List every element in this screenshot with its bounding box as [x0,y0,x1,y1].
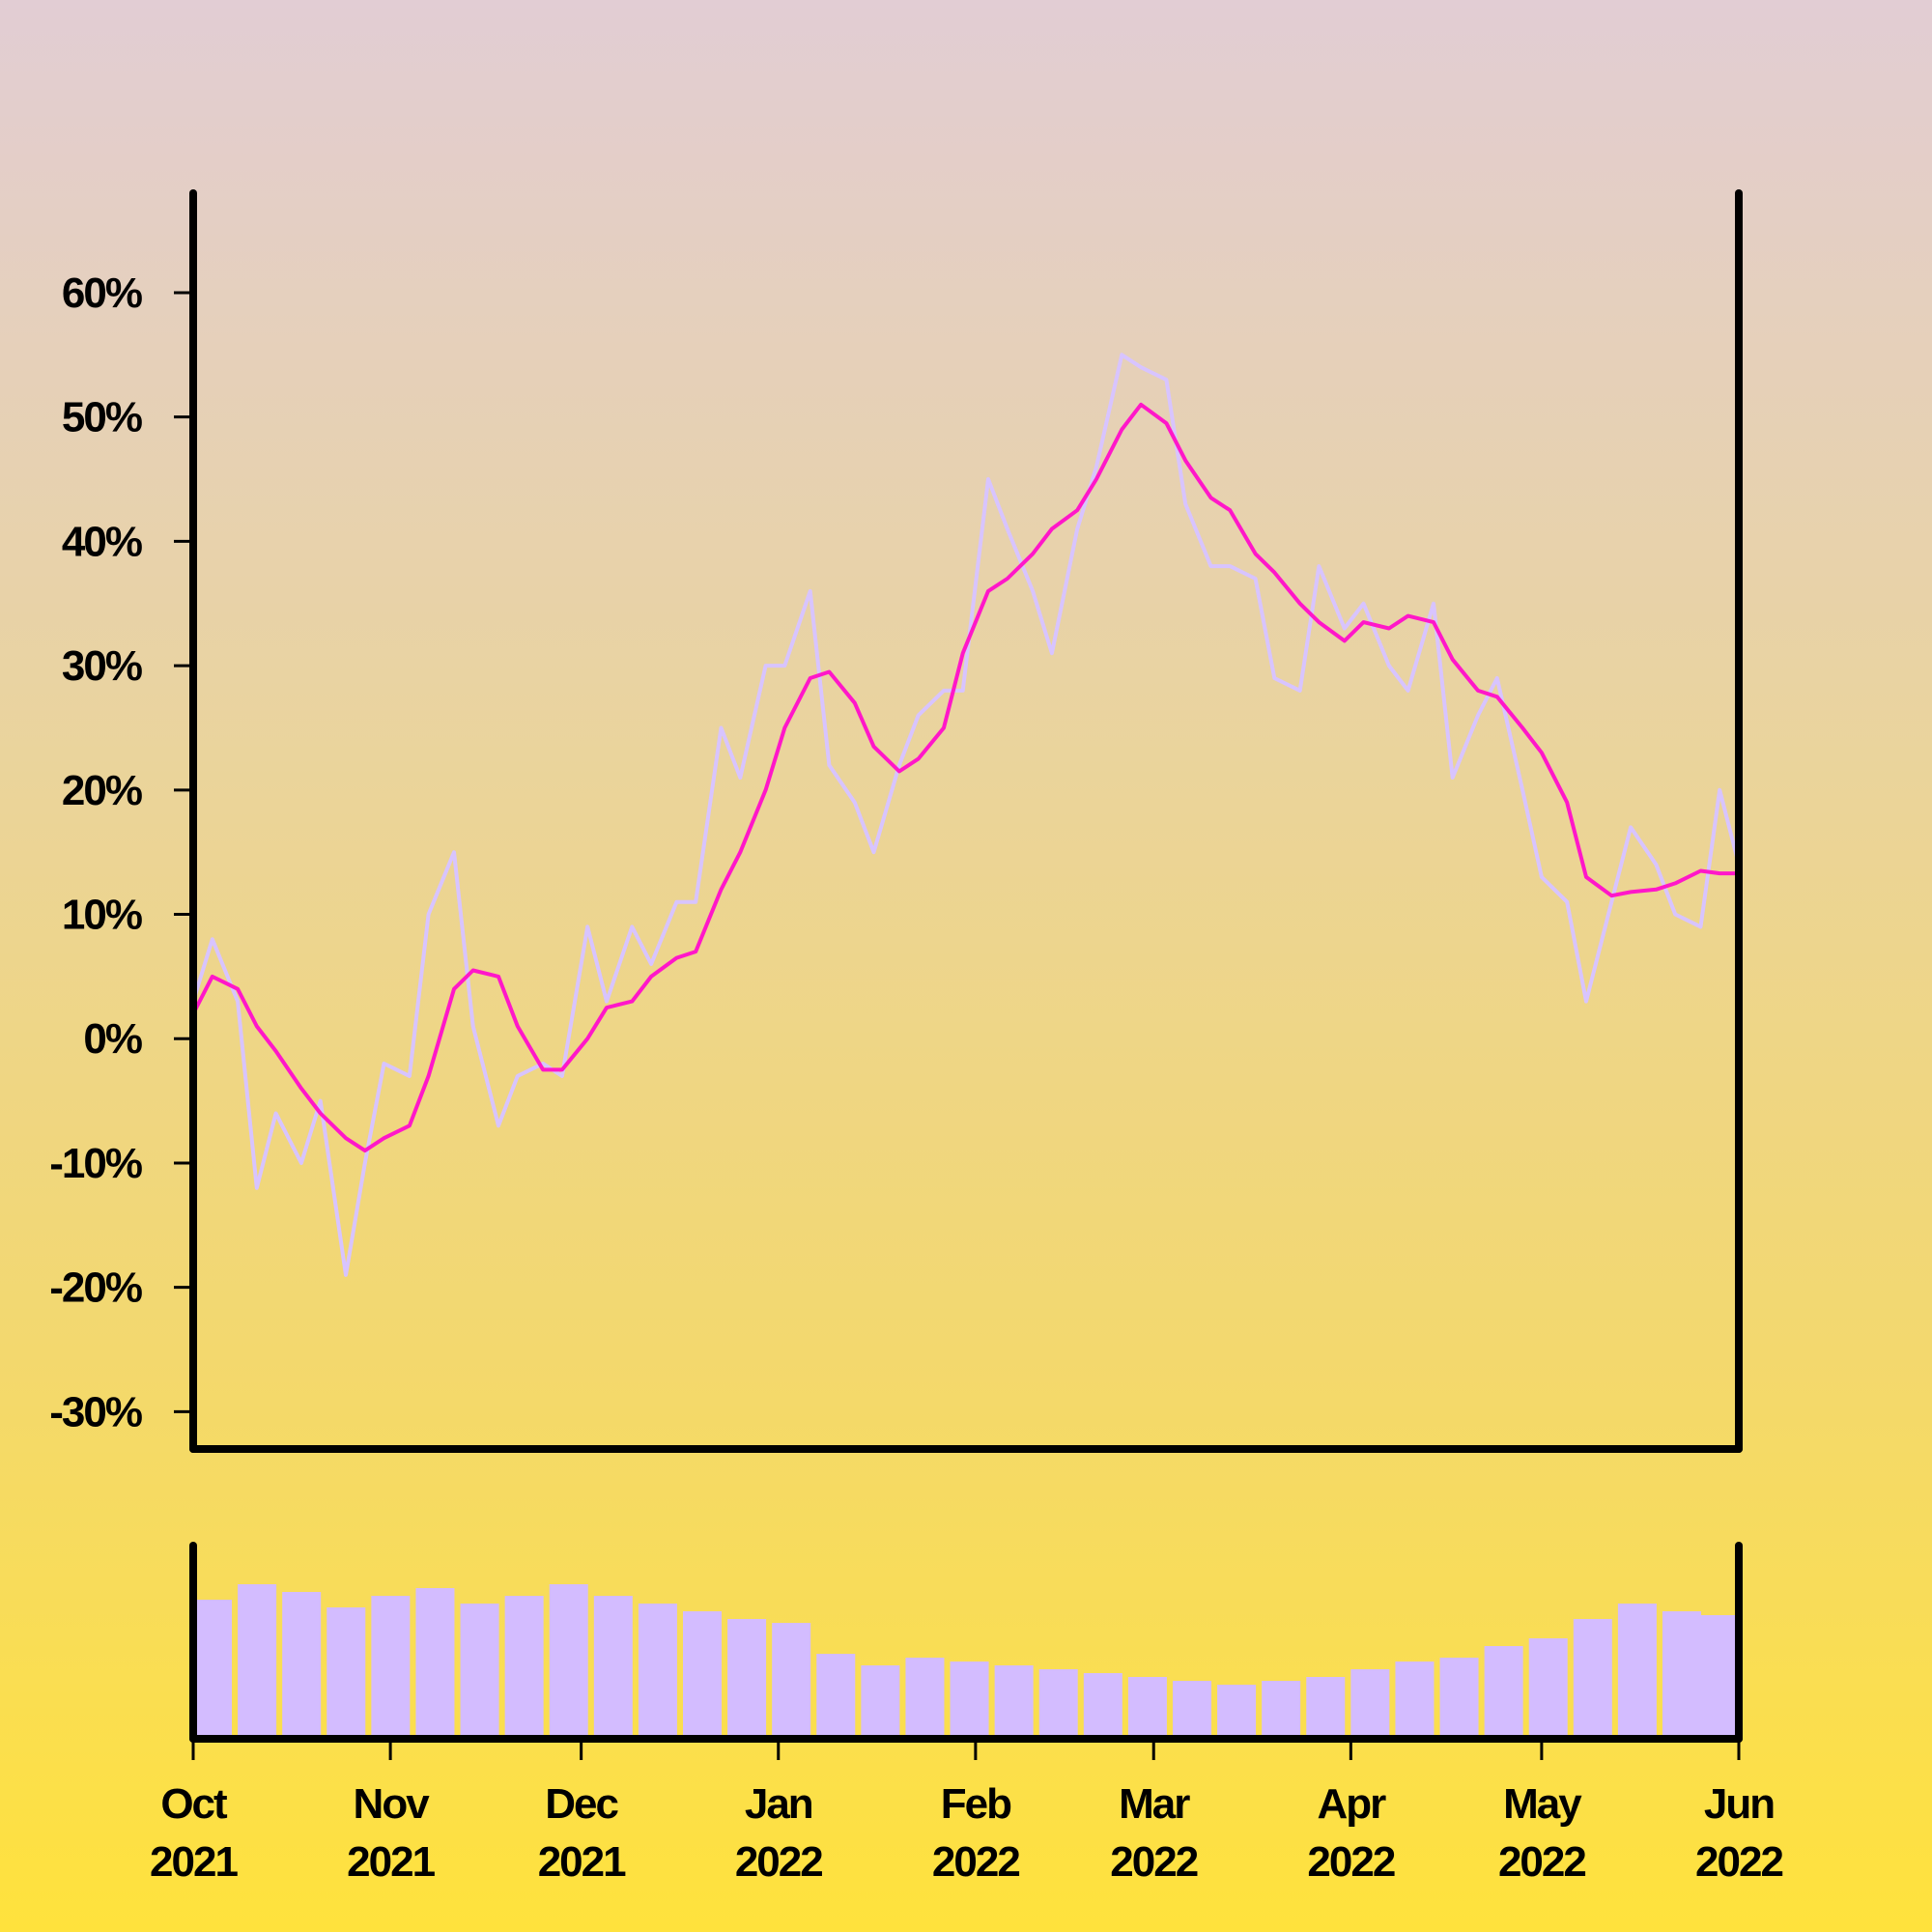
volume-bar [1484,1646,1523,1739]
y-tick-label: 50% [62,394,142,441]
y-tick-label: 60% [62,270,142,317]
volume-bar [238,1584,277,1739]
volume-bar [1662,1611,1701,1739]
volume-bar [1350,1669,1390,1739]
volume-bar [1395,1662,1435,1739]
x-tick-label: May 2022 [1498,1780,1585,1886]
x-ticks-group: Oct 2021 Nov 2021 Dec 2021 Jan 2022 Feb 2022 Mar 20… [150,1739,1784,1886]
x-tick-label: Mar 2022 [1110,1780,1197,1886]
x-tick-label: Jun 2022 [1695,1780,1782,1886]
volume-bar [905,1658,945,1739]
volume-bar [1262,1681,1301,1739]
y-tick-label: 30% [62,642,142,690]
volume-bar [1700,1619,1739,1739]
volume-bar [415,1588,455,1739]
volume-bar [682,1611,722,1739]
price-line-group [191,353,1741,1277]
volume-bar [1217,1685,1257,1739]
volume-bar [994,1665,1034,1739]
volume-bar [1528,1638,1568,1739]
y-tick-label: -30% [49,1388,142,1435]
x-tick-label: Dec 2021 [538,1780,626,1886]
volume-bar [1127,1677,1167,1739]
volume-bar [1306,1677,1346,1739]
volume-bar [327,1607,366,1739]
y-tick-label: -20% [49,1264,142,1312]
x-tick-label: Oct 2021 [150,1780,238,1886]
volume-bar [950,1662,989,1739]
volume-bar [1573,1619,1612,1739]
volume-bar [504,1596,544,1739]
volume-bar [549,1584,588,1739]
volume-bar [1172,1681,1211,1739]
volume-bar [371,1596,411,1739]
volume-bar [1038,1669,1078,1739]
volume-bar [1617,1604,1657,1739]
y-ticks-group: -30% -20% -10% 0% 10% 20% 30% 40% 50% 60% [49,270,193,1435]
moving-average-line [191,402,1741,1153]
x-tick-label: Feb 2022 [932,1780,1019,1886]
volume-bar [816,1654,856,1739]
y-tick-label: 0% [83,1015,141,1063]
volume-bar [772,1623,811,1739]
volume-bar [638,1604,677,1739]
volume-bar [727,1619,767,1739]
x-tick-label: Jan 2022 [735,1780,822,1886]
volume-bar [460,1604,499,1739]
volume-bar [593,1596,633,1739]
volume-bar [193,1600,232,1739]
volume-bar [861,1665,900,1739]
volume-bars-group [193,1584,1739,1739]
volume-bar [1439,1658,1479,1739]
daily-return-line [191,353,1741,1277]
y-tick-label: 40% [62,518,142,565]
axes-group [189,189,1743,1743]
moving-average-group [191,402,1741,1153]
y-tick-label: -10% [49,1140,142,1187]
x-tick-label: Apr 2022 [1307,1780,1394,1886]
y-tick-label: 20% [62,767,142,814]
x-tick-label: Nov 2021 [347,1780,435,1886]
volume-bar [282,1592,322,1739]
y-tick-label: 10% [62,892,142,939]
volume-bar [1083,1673,1122,1739]
